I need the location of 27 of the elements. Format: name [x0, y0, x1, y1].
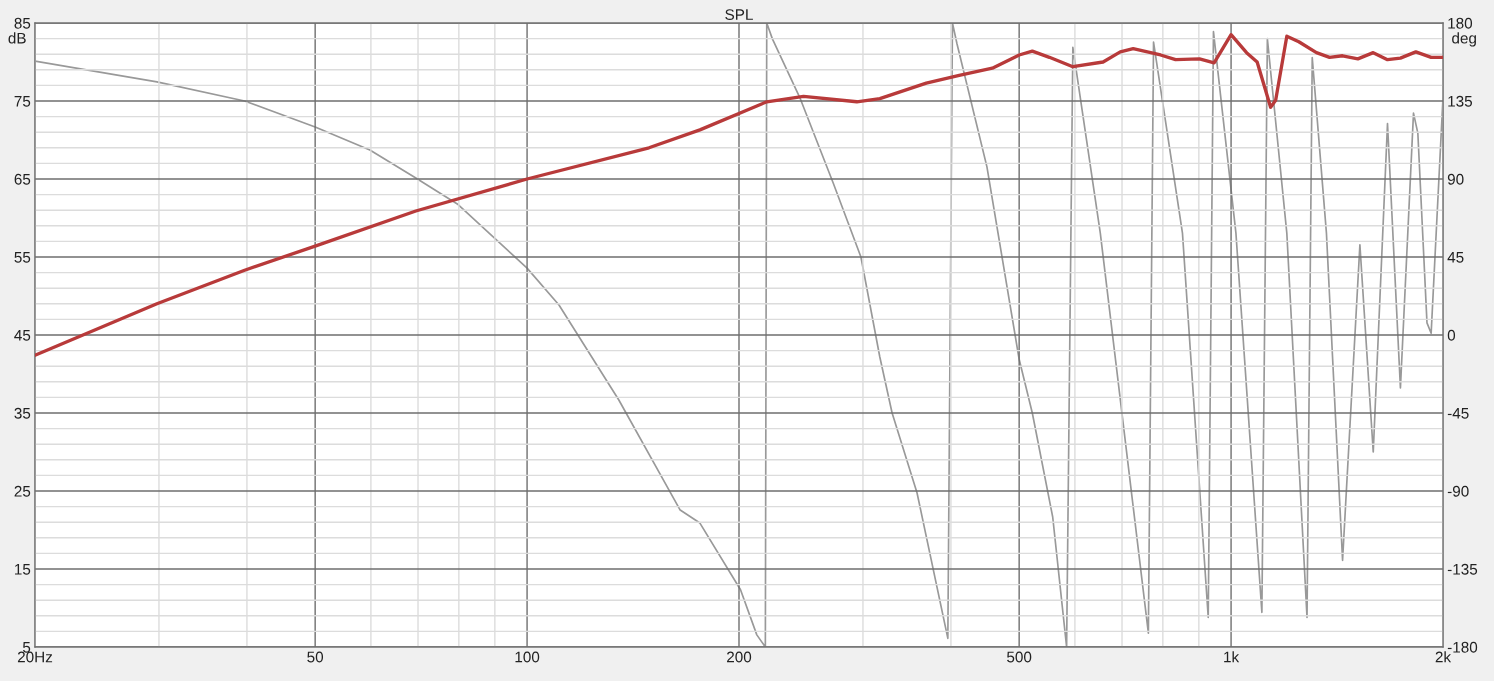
y-tick-label: 85 — [14, 17, 31, 29]
y-tick-label: 75 — [14, 96, 31, 107]
x-tick-label: 2k — [1435, 651, 1452, 663]
y2-tick-label: 45 — [1447, 252, 1464, 263]
x-tick-label: 50 — [307, 651, 324, 663]
y-tick-label: 25 — [14, 485, 31, 497]
x-tick-label: 20Hz — [17, 651, 53, 663]
y-tick-label: 65 — [14, 173, 31, 185]
x-tick-label: 100 — [515, 651, 540, 663]
x-tick-label: 1k — [1224, 651, 1240, 663]
chart-title: SPL — [725, 9, 753, 20]
y2-tick-label: 180 — [1448, 17, 1473, 29]
y-tick-label: 35 — [14, 407, 31, 419]
y-tick-label: 45 — [14, 330, 31, 341]
y2-tick-label: -45 — [1447, 408, 1469, 419]
y2-tick-label: -135 — [1447, 563, 1478, 575]
y2-tick-label: 135 — [1448, 95, 1473, 107]
y2-tick-label: 90 — [1447, 173, 1464, 185]
y2-tick-label: -90 — [1447, 485, 1469, 497]
y2-tick-label: -180 — [1447, 641, 1478, 653]
x-tick-label: 500 — [1007, 651, 1032, 663]
x-tick-label: 200 — [727, 651, 752, 663]
y2-axis-title: deg — [1452, 32, 1476, 47]
y-tick-label: 15 — [15, 564, 31, 575]
y2-tick-label: 0 — [1447, 329, 1456, 341]
y-tick-label: 55 — [14, 252, 31, 263]
y-axis-title: dB — [8, 32, 26, 44]
